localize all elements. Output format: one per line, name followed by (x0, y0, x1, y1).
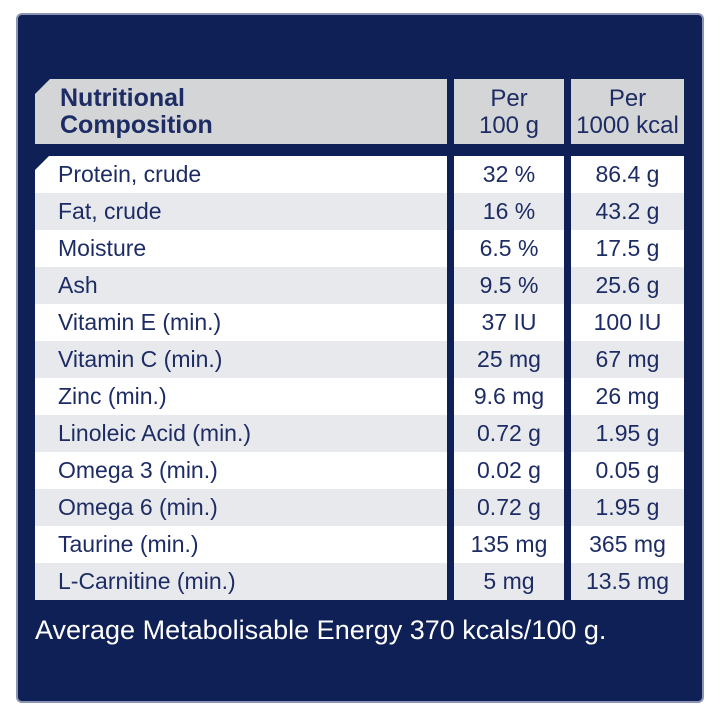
nutrition-panel: Nutritional Composition Per 100 g Per 10… (16, 13, 704, 703)
per-1000kcal-value: 365 mg (571, 526, 684, 563)
nutrient-label: Vitamin C (min.) (35, 341, 447, 378)
nutrient-label: Linoleic Acid (min.) (35, 415, 447, 452)
per-100g-value: 16 % (454, 193, 564, 230)
per-100g-value: 9.5 % (454, 267, 564, 304)
per-100g-value: 32 % (454, 156, 564, 193)
nutrient-label: Protein, crude (35, 156, 447, 193)
column-header-per-100g-line1: Per (490, 84, 528, 112)
per-1000kcal-value: 0.05 g (571, 452, 684, 489)
per-100g-value: 37 IU (454, 304, 564, 341)
per-1000kcal-value: 86.4 g (571, 156, 684, 193)
table-row-protein: Protein, crude 32 % 86.4 g (35, 156, 684, 193)
table-body: Protein, crude 32 % 86.4 g Fat, crude 16… (35, 156, 684, 600)
nutrient-label: Fat, crude (35, 193, 447, 230)
table-row-omega-6: Omega 6 (min.) 0.72 g 1.95 g (35, 489, 684, 526)
column-header-per-1000kcal-line2: 1000 kcal (576, 111, 679, 139)
nutrient-label: Vitamin E (min.) (35, 304, 447, 341)
per-1000kcal-value: 1.95 g (571, 415, 684, 452)
table-row-zinc: Zinc (min.) 9.6 mg 26 mg (35, 378, 684, 415)
table-header-title-line1: Nutritional (60, 83, 185, 112)
table-row-vitamin-c: Vitamin C (min.) 25 mg 67 mg (35, 341, 684, 378)
column-header-per-100g-line2: 100 g (478, 111, 540, 139)
column-header-per-100g: Per 100 g (454, 79, 564, 144)
per-1000kcal-value: 67 mg (571, 341, 684, 378)
nutrition-table: Nutritional Composition Per 100 g Per 10… (35, 79, 684, 600)
per-100g-value: 0.02 g (454, 452, 564, 489)
table-row-taurine: Taurine (min.) 135 mg 365 mg (35, 526, 684, 563)
per-1000kcal-value: 13.5 mg (571, 563, 684, 600)
per-100g-value: 0.72 g (454, 489, 564, 526)
table-row-ash: Ash 9.5 % 25.6 g (35, 267, 684, 304)
per-1000kcal-value: 43.2 g (571, 193, 684, 230)
column-header-per-1000kcal: Per 1000 kcal (571, 79, 684, 144)
table-row-fat: Fat, crude 16 % 43.2 g (35, 193, 684, 230)
per-100g-value: 5 mg (454, 563, 564, 600)
column-header-per-1000kcal-line1: Per (608, 84, 647, 112)
nutrient-label: Taurine (min.) (35, 526, 447, 563)
table-row-omega-3: Omega 3 (min.) 0.02 g 0.05 g (35, 452, 684, 489)
per-100g-value: 9.6 mg (454, 378, 564, 415)
table-row-vitamin-e: Vitamin E (min.) 37 IU 100 IU (35, 304, 684, 341)
per-100g-value: 25 mg (454, 341, 564, 378)
per-100g-value: 0.72 g (454, 415, 564, 452)
per-100g-value: 135 mg (454, 526, 564, 563)
average-metabolisable-energy-note: Average Metabolisable Energy 370 kcals/1… (35, 615, 607, 645)
table-header-title: Nutritional Composition (35, 79, 447, 144)
table-header-row: Nutritional Composition Per 100 g Per 10… (35, 79, 684, 144)
per-1000kcal-value: 17.5 g (571, 230, 684, 267)
per-1000kcal-value: 26 mg (571, 378, 684, 415)
per-1000kcal-value: 25.6 g (571, 267, 684, 304)
per-1000kcal-value: 1.95 g (571, 489, 684, 526)
table-header-title-line2: Composition (60, 110, 213, 139)
table-row-linoleic-acid: Linoleic Acid (min.) 0.72 g 1.95 g (35, 415, 684, 452)
table-row-moisture: Moisture 6.5 % 17.5 g (35, 230, 684, 267)
nutrient-label: Omega 3 (min.) (35, 452, 447, 489)
nutrient-label: Ash (35, 267, 447, 304)
nutrient-label: Moisture (35, 230, 447, 267)
nutrient-label: L-Carnitine (min.) (35, 563, 447, 600)
per-1000kcal-value: 100 IU (571, 304, 684, 341)
table-row-l-carnitine: L-Carnitine (min.) 5 mg 13.5 mg (35, 563, 684, 600)
nutrient-label: Zinc (min.) (35, 378, 447, 415)
per-100g-value: 6.5 % (454, 230, 564, 267)
nutrient-label: Omega 6 (min.) (35, 489, 447, 526)
